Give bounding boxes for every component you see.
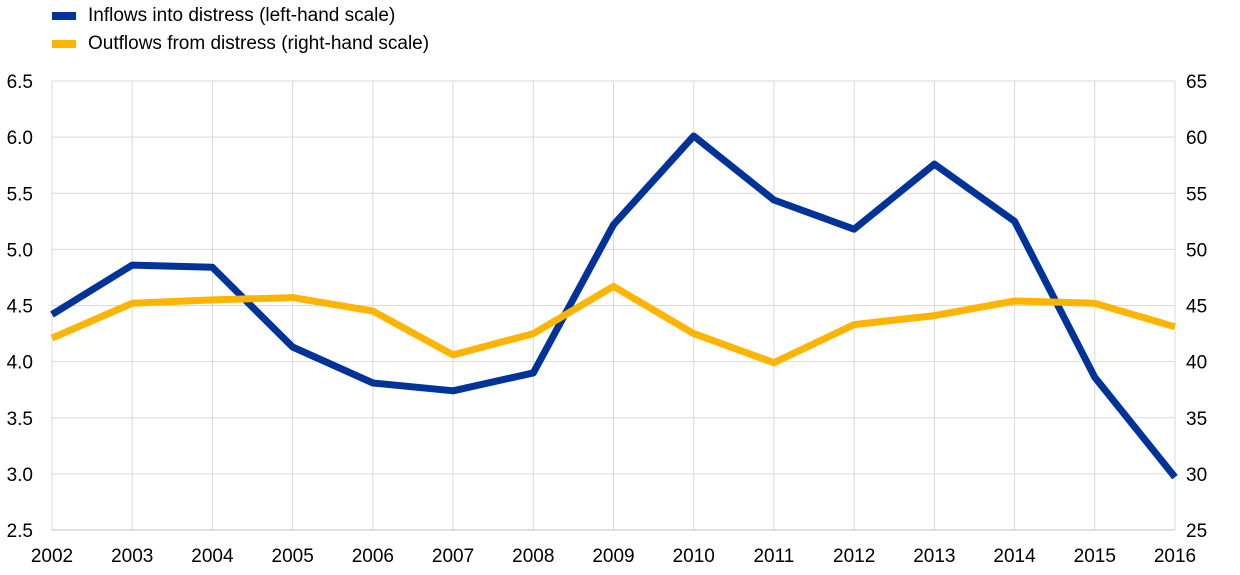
- legend-item-inflows: Inflows into distress (left-hand scale): [52, 2, 429, 30]
- legend-swatch-inflows: [52, 12, 76, 20]
- legend-swatch-outflows: [52, 40, 76, 48]
- legend-label-outflows: Outflows from distress (right-hand scale…: [88, 33, 430, 54]
- x-tick-label: 2003: [111, 546, 153, 567]
- y-right-tick-label: 35: [1186, 409, 1207, 430]
- y-right-tick-label: 50: [1186, 240, 1207, 261]
- y-right-tick-label: 55: [1186, 184, 1207, 205]
- x-tick-label: 2008: [512, 546, 554, 567]
- legend-label-inflows: Inflows into distress (left-hand scale): [88, 5, 396, 26]
- series-line-inflows: [50, 132, 1178, 480]
- y-right-tick-label: 30: [1186, 465, 1207, 486]
- series-line-outflows: [50, 282, 1176, 367]
- x-tick-label: 2002: [31, 546, 73, 567]
- y-left-tick-label: 2.5: [7, 521, 33, 542]
- y-left-tick-label: 4.5: [7, 297, 33, 318]
- x-tick-label: 2011: [753, 546, 794, 567]
- y-left-tick-label: 5.5: [7, 184, 33, 205]
- y-right-tick-label: 40: [1186, 353, 1207, 374]
- x-tick-label: 2006: [352, 546, 394, 567]
- x-tick-label: 2016: [1154, 546, 1196, 567]
- y-right-tick-label: 25: [1186, 521, 1207, 542]
- chart-legend: Inflows into distress (left-hand scale) …: [52, 2, 429, 58]
- x-tick-label: 2004: [191, 546, 234, 567]
- x-tick-label: 2009: [592, 546, 634, 567]
- y-right-tick-label: 60: [1186, 128, 1207, 149]
- x-tick-label: 2010: [673, 546, 715, 567]
- x-tick-label: 2005: [272, 546, 314, 567]
- y-right-tick-label: 45: [1186, 297, 1207, 318]
- x-tick-label: 2015: [1074, 546, 1116, 567]
- y-left-tick-label: 3.0: [7, 465, 33, 486]
- x-tick-label: 2007: [432, 546, 474, 567]
- y-left-tick-label: 6.5: [7, 72, 33, 93]
- y-left-tick-label: 5.0: [7, 240, 33, 261]
- x-tick-label: 2014: [993, 546, 1036, 567]
- y-left-tick-label: 6.0: [7, 128, 33, 149]
- x-tick-label: 2012: [833, 546, 875, 567]
- y-left-tick-label: 4.0: [7, 353, 33, 374]
- legend-item-outflows: Outflows from distress (right-hand scale…: [52, 30, 429, 58]
- y-right-tick-label: 65: [1186, 72, 1207, 93]
- x-tick-label: 2013: [913, 546, 955, 567]
- y-left-tick-label: 3.5: [7, 409, 33, 430]
